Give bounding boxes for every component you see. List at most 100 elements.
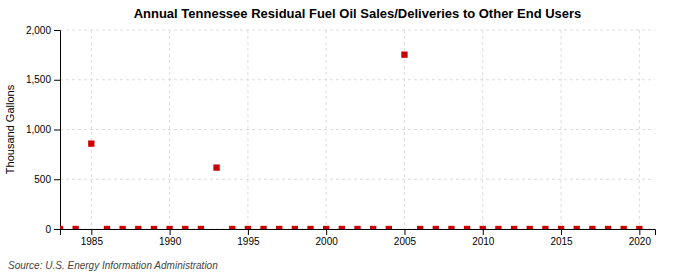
point	[166, 226, 172, 229]
tick: 2020	[629, 229, 652, 247]
axis-line	[61, 230, 656, 236]
tick: 0	[45, 224, 60, 235]
point	[354, 226, 360, 229]
point	[574, 226, 580, 229]
point	[542, 226, 548, 229]
tick-mark	[54, 30, 60, 31]
tick-label: 500	[34, 174, 51, 185]
tick: 1985	[81, 229, 104, 247]
title: Annual Tennessee Residual Fuel Oil Sales…	[134, 6, 582, 21]
tick-mark	[483, 229, 484, 235]
tick-mark	[54, 179, 60, 180]
point	[636, 226, 642, 229]
point	[260, 226, 266, 229]
grid-line	[639, 30, 640, 229]
point	[276, 226, 282, 229]
tick-label: 0	[45, 224, 51, 235]
tick-mark	[54, 130, 60, 131]
point	[339, 226, 345, 229]
point	[558, 226, 564, 229]
point	[229, 226, 235, 229]
tick-label: 1995	[237, 236, 260, 247]
point	[245, 226, 251, 229]
grid-line	[60, 129, 655, 130]
chart: 1985 1990 1995 2000 2005 2010 2015 2020 0 500 1,00…	[0, 0, 675, 275]
point	[605, 226, 611, 229]
grid-line	[169, 30, 170, 229]
point	[448, 226, 454, 229]
point	[119, 226, 125, 229]
point	[213, 164, 219, 170]
point	[511, 226, 517, 229]
point	[433, 226, 439, 229]
tick-label: 2015	[550, 236, 573, 247]
point	[464, 226, 470, 229]
tick-label: 1,000	[26, 124, 51, 135]
tick: 2010	[472, 229, 495, 247]
point	[417, 226, 423, 229]
grid-line	[326, 30, 327, 229]
point	[60, 226, 63, 229]
x-axis: 1985 1990 1995 2000 2005 2010 2015 2020	[61, 229, 656, 247]
tick-label: 2020	[629, 236, 652, 247]
tick: 1,000	[26, 124, 60, 135]
grid-line	[60, 179, 655, 180]
point	[495, 226, 501, 229]
tick-label: 1990	[159, 236, 182, 247]
point	[88, 140, 94, 146]
grid-line	[91, 30, 92, 229]
tick-label: 2,000	[26, 25, 51, 36]
tick-label: 2010	[472, 236, 495, 247]
tick: 1,500	[26, 74, 60, 85]
tick-label: 1,500	[26, 74, 51, 85]
grid-line	[60, 30, 655, 31]
tick-label: 2005	[394, 236, 417, 247]
tick-mark	[561, 229, 562, 235]
points	[60, 52, 643, 229]
point	[370, 226, 376, 229]
point	[323, 226, 329, 229]
axis-line	[54, 31, 61, 230]
tick-mark	[170, 229, 171, 235]
point	[292, 226, 298, 229]
grid-line	[404, 30, 405, 229]
point	[589, 226, 595, 229]
tick-mark	[54, 80, 60, 81]
y-axis: 0 500 1,000 1,500 2,000	[26, 25, 61, 235]
tick: 2005	[394, 229, 417, 247]
tick: 500	[34, 174, 60, 185]
grid-line	[60, 79, 655, 80]
tick-mark	[91, 229, 92, 235]
point	[72, 226, 78, 229]
tick-mark	[639, 229, 640, 235]
point	[621, 226, 627, 229]
tick: 2000	[316, 229, 339, 247]
point	[480, 226, 486, 229]
tick: 1990	[159, 229, 182, 247]
point	[386, 226, 392, 229]
tick: 2,000	[26, 25, 60, 36]
tick: 1995	[237, 229, 260, 247]
annotation: Source: U.S. Energy Information Administ…	[8, 260, 218, 271]
point	[307, 226, 313, 229]
point	[401, 52, 407, 58]
y-axis-title: Thousand Gallons	[4, 84, 16, 174]
plot: 1985 1990 1995 2000 2005 2010 2015 2020 0 500 1,00…	[26, 25, 656, 247]
tick-label: 1985	[81, 236, 104, 247]
point	[135, 226, 141, 229]
grid-line	[247, 30, 248, 229]
grid-line	[561, 30, 562, 229]
tick-mark	[404, 229, 405, 235]
tick-mark	[248, 229, 249, 235]
grid-line	[482, 30, 483, 229]
tick-mark	[326, 229, 327, 235]
tick: 2015	[550, 229, 573, 247]
tick-label: 2000	[316, 236, 339, 247]
tick-mark	[54, 229, 60, 230]
point	[527, 226, 533, 229]
grid	[60, 30, 655, 229]
point	[104, 226, 110, 229]
point	[198, 226, 204, 229]
point	[182, 226, 188, 229]
point	[151, 226, 157, 229]
